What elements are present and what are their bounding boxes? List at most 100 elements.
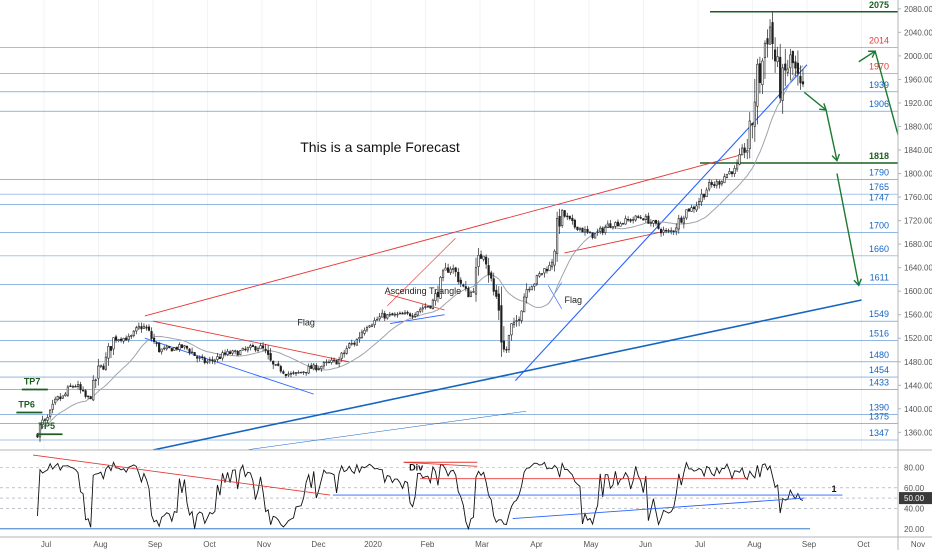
candle-body-143 [398, 312, 402, 315]
level-label-2014: 2014 [869, 36, 889, 46]
forecast-d-shaft [858, 50, 876, 63]
candle-body-36 [127, 335, 130, 340]
price-tick-label-1840: 1840.00 [904, 146, 932, 155]
candle-body-90 [264, 348, 267, 351]
price-tick-label-1360: 1360.00 [904, 428, 932, 437]
level-label-1433: 1433 [869, 377, 889, 387]
oscillator-series [33, 454, 843, 531]
pattern-label-1: Flag [297, 317, 315, 327]
candle-body-159 [439, 277, 442, 299]
candle-body-31 [114, 336, 118, 341]
triangle-upper-line [387, 293, 445, 311]
candle-body-169 [464, 286, 467, 289]
oscillator-line [37, 461, 804, 531]
candle-body-150 [416, 311, 419, 316]
candle-body-233 [627, 219, 630, 221]
candle-body-224 [604, 227, 607, 233]
triangle-lower-line [390, 314, 445, 324]
price-tick-label-2080: 2080.00 [904, 5, 932, 14]
candle-body-170 [467, 288, 470, 298]
candle-body-168 [462, 284, 465, 287]
candle-body-115 [327, 361, 331, 363]
candle-body-101 [292, 372, 295, 374]
candle-body-296 [786, 68, 789, 73]
candle-body-162 [447, 267, 450, 273]
candle-body-251 [672, 230, 675, 232]
candle-body-175 [479, 254, 483, 259]
candle-body-153 [424, 306, 427, 308]
candle-body-20 [87, 395, 90, 398]
candle-body-273 [728, 171, 731, 175]
forecast-c-shaft [836, 173, 860, 286]
flag-lower-line [144, 337, 314, 395]
candle-body-102 [294, 372, 298, 375]
level-label-1970: 1970 [869, 62, 889, 72]
candle-body-223 [601, 228, 604, 234]
candle-body-22 [92, 379, 95, 401]
candle-body-202 [548, 264, 551, 272]
candle-body-186 [507, 334, 511, 350]
candle-body-149 [414, 314, 417, 317]
candle-body-252 [675, 227, 678, 232]
candle-body-116 [330, 359, 333, 363]
candle-body-14 [71, 386, 75, 388]
candle-body-181 [495, 289, 498, 297]
candle-body-214 [578, 227, 582, 231]
candle-body-41 [140, 326, 143, 330]
candle-body-302 [801, 81, 805, 85]
support-resistance-levels [0, 11, 898, 441]
candle-body-163 [449, 268, 452, 273]
forecast-a-shaft [803, 91, 827, 111]
candle-body-173 [474, 267, 478, 295]
candle-body-151 [419, 308, 422, 312]
time-label-2020: 2020 [364, 540, 382, 549]
candle-body-274 [730, 171, 734, 175]
candle-body-37 [130, 335, 133, 337]
trend-drawings [144, 64, 862, 450]
candle-body-180 [492, 278, 495, 292]
candle-body-280 [746, 150, 749, 153]
resistance-channel-line [144, 154, 742, 317]
candle-body-295 [784, 63, 787, 71]
time-label-Sep: Sep [148, 540, 163, 549]
price-tick-label-1920: 1920.00 [904, 99, 932, 108]
candle-body-198 [538, 273, 541, 277]
candle-body-77 [231, 350, 234, 354]
candle-body-279 [743, 147, 746, 153]
candle-body-74 [223, 352, 227, 355]
candle-body-111 [317, 368, 320, 370]
candle-body-258 [690, 207, 693, 212]
candle-body-211 [571, 217, 574, 221]
candle-body-284 [756, 63, 759, 107]
flag2-upper-line [564, 231, 660, 254]
candle-body-25 [99, 364, 102, 367]
candle-body-23 [94, 379, 97, 381]
candle-body-71 [216, 356, 219, 360]
candle-body-156 [431, 299, 434, 310]
candle-body-199 [540, 273, 543, 275]
candle-body-188 [512, 321, 516, 326]
candle-body-133 [373, 320, 376, 326]
candle-body-8 [56, 396, 59, 400]
candle-body-15 [74, 385, 77, 388]
candle-body-78 [234, 350, 237, 352]
candle-body-95 [277, 363, 280, 366]
candle-body-103 [297, 372, 300, 374]
candle-body-12 [66, 386, 69, 396]
time-label-Jul: Jul [41, 540, 51, 549]
grid-lines [43, 0, 862, 450]
candle-body-275 [733, 167, 736, 175]
price-tick-label-1680: 1680.00 [904, 240, 932, 249]
candle-body-264 [705, 189, 708, 197]
candle-body-129 [363, 330, 366, 334]
candle-body-281 [748, 120, 751, 150]
candle-body-221 [596, 231, 599, 234]
candle-body-127 [358, 337, 361, 340]
time-label-Aug: Aug [747, 540, 761, 549]
candle-body-243 [652, 220, 655, 224]
candle-body-63 [196, 356, 199, 359]
forecast-b-shaft [825, 109, 838, 161]
candle-body-299 [794, 61, 797, 69]
candle-body-66 [203, 357, 206, 363]
